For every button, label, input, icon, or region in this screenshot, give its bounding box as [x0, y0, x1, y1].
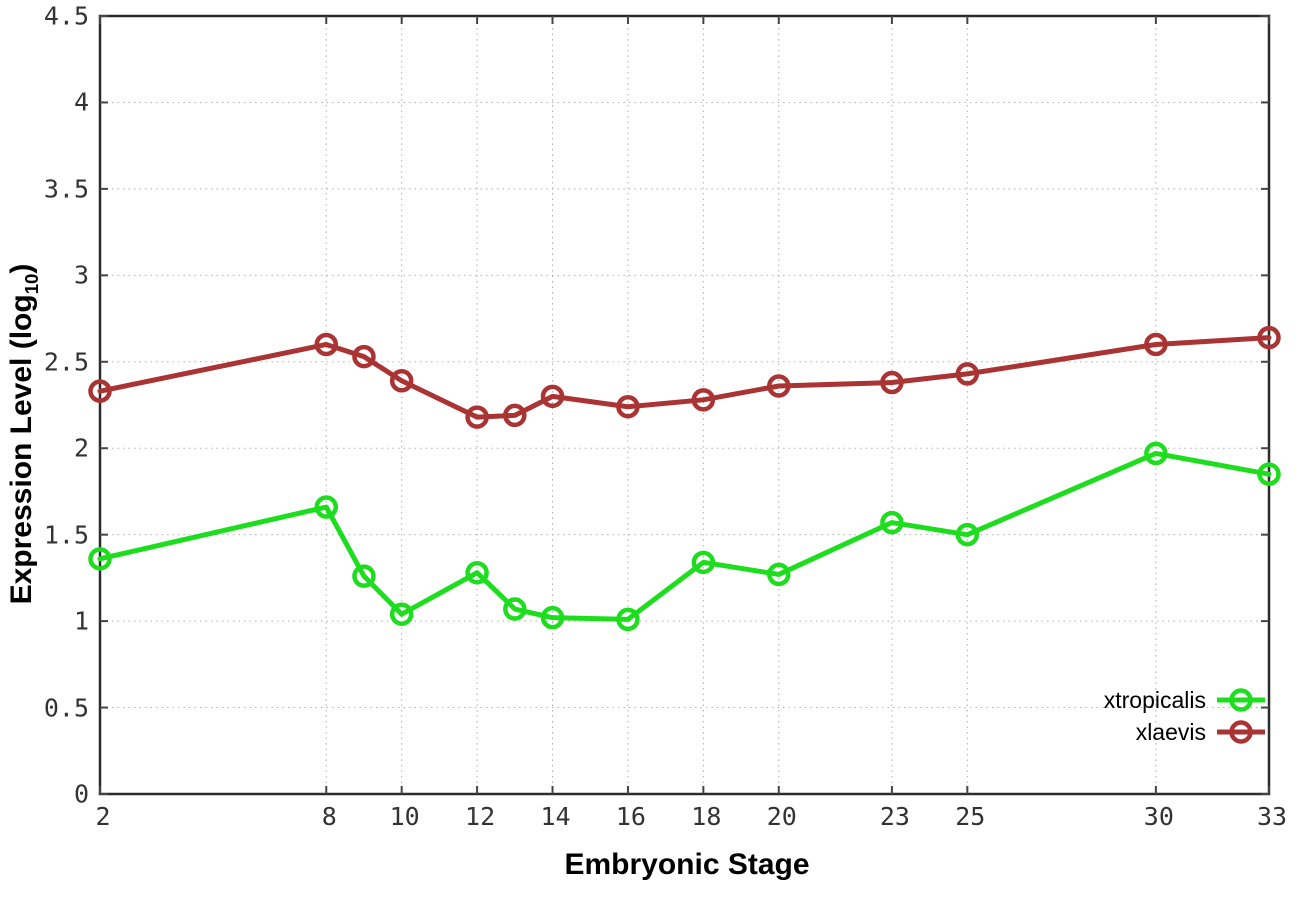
data-point-xlaevis — [465, 405, 489, 429]
data-point-xlaevis — [616, 394, 640, 419]
y-tick-label: 3.5 — [43, 174, 89, 204]
legend-marker-xlaevis-icon — [1217, 720, 1265, 744]
y-axis-title-subscript: 10 — [21, 273, 42, 295]
x-tick-label: 33 — [1256, 802, 1288, 831]
y-tick-label: 0.5 — [43, 693, 89, 723]
data-point-xlaevis — [1144, 332, 1168, 357]
data-point-xlaevis — [352, 344, 376, 369]
legend-entry-xlaevis: xlaevis — [1104, 716, 1266, 748]
y-axis-title: Expression Level (log10) — [5, 264, 43, 605]
data-point-xtropicalis — [540, 605, 565, 630]
data-point-xtropicalis — [389, 602, 414, 626]
data-point-xtropicalis — [880, 510, 904, 535]
data-point-xtropicalis — [352, 564, 376, 588]
data-point-xtropicalis — [465, 560, 489, 585]
data-point-xlaevis — [955, 362, 980, 386]
legend-point-xtropicalis — [1229, 688, 1253, 712]
x-tick-label: 2 — [95, 802, 111, 831]
x-tick-label: 25 — [955, 802, 986, 831]
data-point-xtropicalis — [767, 562, 791, 587]
x-tick-label: 12 — [465, 802, 496, 831]
x-tick-label: 14 — [540, 802, 571, 831]
legend-label-xtropicalis: xtropicalis — [1103, 686, 1206, 713]
y-axis-title-text: Expression Level (log — [5, 294, 38, 605]
y-tick-label: 2.5 — [43, 347, 89, 377]
x-tick-label: 30 — [1143, 802, 1174, 831]
data-point-xlaevis — [767, 374, 791, 398]
data-point-xtropicalis — [691, 550, 716, 575]
data-point-xlaevis — [1257, 325, 1281, 350]
y-tick-label: 4.5 — [43, 1, 89, 31]
data-point-xtropicalis — [88, 547, 112, 571]
y-tick-label: 0 — [73, 779, 89, 809]
x-tick-label: 23 — [879, 802, 910, 831]
x-tick-label: 18 — [691, 802, 722, 831]
x-tick-label: 8 — [321, 802, 337, 831]
x-tick-label: 10 — [389, 802, 420, 831]
data-point-xlaevis — [691, 388, 716, 412]
x-axis-title: Embryonic Stage — [564, 848, 810, 881]
data-point-xlaevis — [88, 379, 112, 403]
data-point-xtropicalis — [314, 495, 339, 519]
legend-marker-xtropicalis-icon — [1217, 688, 1265, 712]
y-tick-label: 1 — [73, 606, 89, 636]
legend: xtropicalis xlaevis — [1104, 684, 1266, 748]
data-point-xlaevis — [503, 403, 527, 428]
data-point-xlaevis — [314, 332, 339, 357]
legend-point-xlaevis — [1229, 720, 1253, 744]
data-point-xtropicalis — [503, 597, 527, 621]
y-tick-label: 3 — [73, 260, 89, 290]
x-tick-label: 20 — [766, 802, 797, 831]
series-line-xtropicalis — [97, 450, 1272, 622]
data-point-xtropicalis — [1144, 441, 1168, 466]
y-tick-label: 1.5 — [43, 520, 89, 550]
x-tick-label: 16 — [615, 802, 646, 831]
y-tick-label: 2 — [73, 433, 89, 463]
data-point-xtropicalis — [955, 522, 980, 547]
data-point-xlaevis — [880, 370, 904, 395]
y-axis-title-suffix: ) — [5, 263, 38, 274]
data-point-xtropicalis — [1257, 462, 1281, 486]
data-point-xlaevis — [540, 384, 565, 409]
data-point-xtropicalis — [616, 607, 640, 632]
legend-label-xlaevis: xlaevis — [1135, 718, 1206, 745]
plot-border — [98, 14, 1271, 796]
legend-entry-xtropicalis: xtropicalis — [1104, 684, 1266, 716]
data-point-xlaevis — [389, 369, 414, 393]
series-line-xlaevis — [97, 335, 1272, 420]
y-tick-label: 4 — [73, 87, 89, 117]
